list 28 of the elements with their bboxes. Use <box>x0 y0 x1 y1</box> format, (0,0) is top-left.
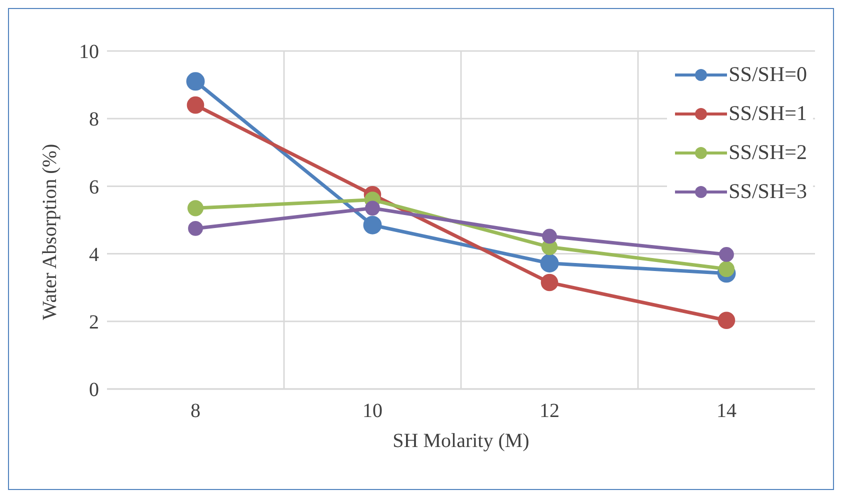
x-tick-label: 12 <box>540 400 560 422</box>
point <box>540 254 559 273</box>
y-tick-label: 2 <box>89 312 99 334</box>
point <box>542 228 557 244</box>
legend-label: SS/SH=1 <box>728 101 807 126</box>
y-tick-label: 6 <box>89 176 99 198</box>
point <box>187 200 204 216</box>
point <box>718 260 735 278</box>
y-tick-label: 4 <box>89 244 99 266</box>
point <box>540 274 558 292</box>
x-tick-label: 10 <box>362 400 382 422</box>
x-tick-label: 14 <box>716 400 736 422</box>
point <box>188 221 203 236</box>
point <box>363 216 382 234</box>
legend-label: SS/SH=0 <box>728 62 807 87</box>
point <box>718 312 736 330</box>
point <box>719 247 734 262</box>
x-axis-title: SH Molarity (M) <box>392 430 530 452</box>
legend-label: SS/SH=3 <box>728 179 807 204</box>
y-tick-label: 10 <box>79 41 99 64</box>
y-tick-label: 8 <box>89 108 99 131</box>
x-tick-label: 8 <box>190 400 200 422</box>
y-tick-label: 0 <box>89 379 99 402</box>
point <box>186 96 204 114</box>
legend-label: SS/SH=2 <box>728 140 807 165</box>
point <box>186 72 205 91</box>
point <box>365 200 380 216</box>
y-axis-title: Water Absorption (%) <box>39 144 62 320</box>
